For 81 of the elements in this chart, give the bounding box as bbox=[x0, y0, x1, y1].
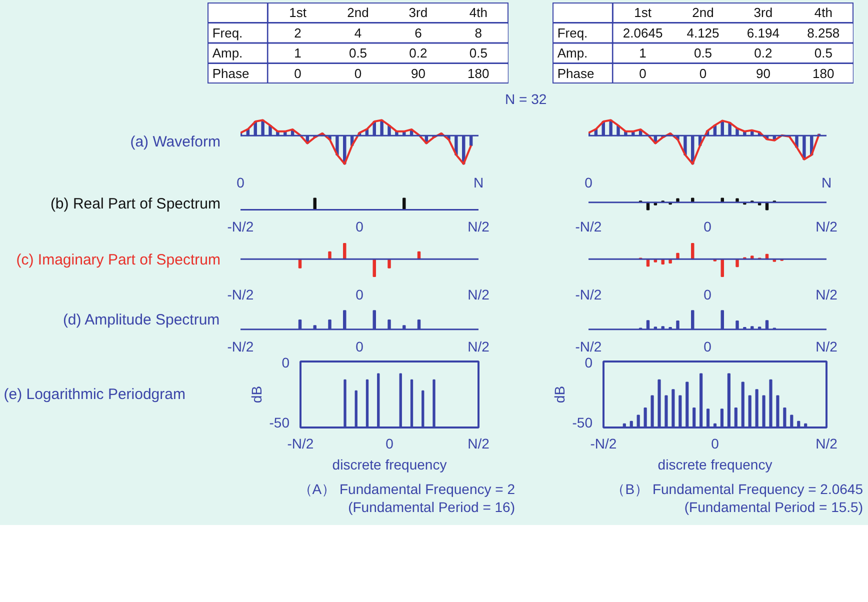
x-tick-label: N bbox=[473, 174, 484, 190]
x-tick-label: -N/2 bbox=[590, 436, 617, 452]
y-tick-label: Phase bbox=[212, 66, 250, 81]
x-tick-label: N/2 bbox=[816, 286, 838, 302]
y-tick-label: Freq. bbox=[557, 25, 588, 40]
data-label: 90 bbox=[756, 66, 770, 81]
text: (e) Logarithmic Periodgram bbox=[4, 386, 186, 403]
y-axis-title: dB bbox=[248, 386, 264, 404]
y-tick-label: -50 bbox=[269, 414, 290, 431]
x-tick-label: N/2 bbox=[468, 218, 490, 234]
data-label: 90 bbox=[410, 66, 426, 81]
x-tick-label: -N/2 bbox=[575, 286, 602, 302]
text: N = 32 bbox=[505, 90, 547, 108]
data-label: 0.2 bbox=[409, 46, 428, 61]
data-label: 0.5 bbox=[814, 46, 832, 61]
x-tick-label: N/2 bbox=[468, 286, 490, 302]
data-label: 2.0645 bbox=[622, 25, 663, 40]
text: （B） Fundamental Frequency = 2.0645 bbox=[611, 481, 863, 497]
data-label: 180 bbox=[812, 66, 834, 81]
text: (Fundamental Period = 16) bbox=[348, 499, 515, 515]
text: （A） Fundamental Frequency = 2 bbox=[298, 481, 515, 497]
data-label: 180 bbox=[468, 66, 490, 81]
x-tick-label: 1st bbox=[634, 5, 652, 20]
data-label: 0.5 bbox=[694, 46, 712, 61]
x-tick-label: 4th bbox=[814, 5, 832, 20]
data-label: 0 bbox=[354, 66, 362, 81]
text: (a) Waveform bbox=[130, 134, 221, 150]
x-tick-label: -N/2 bbox=[575, 338, 602, 354]
x-tick-label: 3rd bbox=[408, 5, 428, 20]
x-tick-label: 0 bbox=[704, 286, 712, 302]
x-tick-label: 3rd bbox=[754, 5, 773, 20]
y-tick-label: Phase bbox=[557, 66, 594, 81]
x-tick-label: 2nd bbox=[692, 5, 714, 20]
x-tick-label: -N/2 bbox=[227, 286, 254, 302]
text: (c) Imaginary Part of Spectrum bbox=[16, 252, 221, 268]
x-tick-label: 2nd bbox=[347, 5, 369, 20]
x-tick-label: N bbox=[821, 174, 832, 190]
data-label: 4 bbox=[354, 25, 362, 40]
x-tick-label: 0 bbox=[356, 338, 364, 354]
x-tick-label: 0 bbox=[356, 218, 364, 234]
x-tick-label: 0 bbox=[704, 338, 712, 354]
data-label: 0 bbox=[639, 66, 646, 81]
y-axis-title: dB bbox=[551, 386, 568, 404]
x-tick-label: 0 bbox=[711, 436, 720, 452]
y-tick-label: -50 bbox=[572, 414, 593, 431]
x-tick-label: N/2 bbox=[816, 436, 838, 452]
data-label: 8.258 bbox=[807, 25, 840, 40]
y-tick-label: 0 bbox=[584, 354, 593, 370]
x-tick-label: 0 bbox=[386, 436, 394, 452]
chart-title: (b) Real Part of Spectrum bbox=[50, 196, 220, 212]
x-tick-label: N/2 bbox=[468, 338, 490, 354]
data-label: 0 bbox=[699, 66, 707, 81]
text: (Fundamental Period = 15.5) bbox=[684, 499, 863, 515]
x-tick-label: -N/2 bbox=[575, 218, 602, 234]
data-label: 6 bbox=[414, 25, 422, 40]
x-tick-label: N/2 bbox=[816, 338, 838, 354]
data-label: 4.125 bbox=[686, 25, 720, 40]
x-axis-title: discrete frequency bbox=[658, 456, 772, 472]
y-tick-label: Amp. bbox=[557, 46, 588, 61]
data-label: 6.194 bbox=[746, 25, 780, 40]
x-tick-label: 0 bbox=[704, 218, 712, 234]
data-label: 2 bbox=[294, 25, 302, 40]
x-tick-label: -N/2 bbox=[227, 218, 254, 234]
x-tick-label: -N/2 bbox=[227, 338, 254, 354]
x-axis-title: discrete frequency bbox=[332, 456, 447, 472]
y-tick-label: Amp. bbox=[212, 46, 243, 61]
x-tick-label: 4th bbox=[469, 5, 488, 20]
y-tick-label: Freq. bbox=[212, 25, 243, 40]
x-tick-label: N/2 bbox=[468, 436, 490, 452]
data-label: 8 bbox=[474, 25, 482, 40]
data-label: 1 bbox=[639, 46, 646, 61]
x-tick-label: N/2 bbox=[816, 218, 838, 234]
data-label: 0.2 bbox=[754, 46, 772, 61]
x-tick-label: -N/2 bbox=[287, 436, 314, 452]
data-label: 1 bbox=[294, 46, 302, 61]
data-label: 0.5 bbox=[348, 46, 368, 61]
x-tick-label: 1st bbox=[289, 5, 307, 20]
data-label: 0.5 bbox=[469, 46, 488, 61]
data-label: 0 bbox=[294, 66, 302, 81]
chart-title: (d) Amplitude Spectrum bbox=[62, 312, 220, 328]
x-tick-label: 0 bbox=[356, 286, 364, 302]
